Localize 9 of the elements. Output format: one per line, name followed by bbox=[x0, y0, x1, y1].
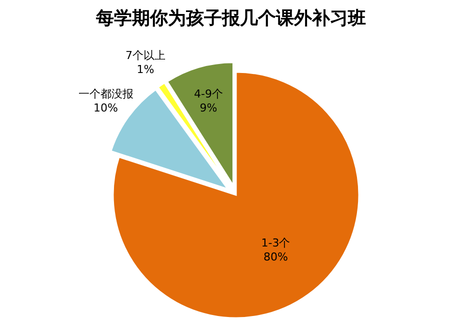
slice-label: 1-3个 bbox=[261, 236, 290, 250]
chart-title: 每学期你为孩子报几个课外补习班 bbox=[95, 8, 366, 29]
data-label: 10% bbox=[94, 101, 118, 114]
slice-label: 4-9个 bbox=[194, 87, 223, 100]
data-label: 80% bbox=[264, 250, 288, 264]
data-label: 1% bbox=[136, 62, 154, 76]
slice-label: 一个都没报 bbox=[78, 87, 134, 100]
slice-label: 7个以上 bbox=[126, 48, 166, 62]
data-label: 9% bbox=[200, 101, 218, 114]
